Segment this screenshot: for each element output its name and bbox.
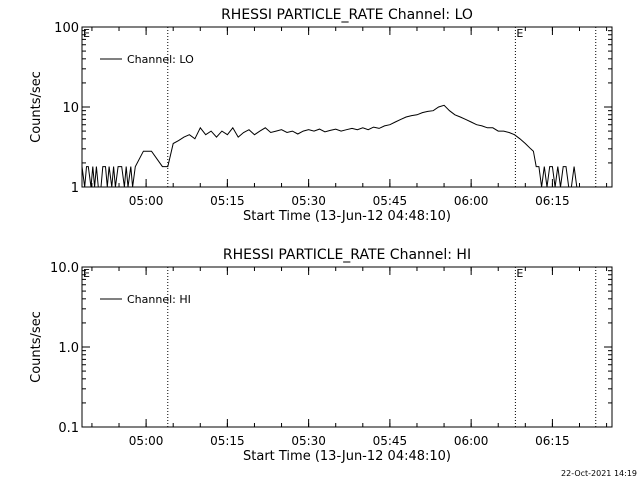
- chart1-y-tick-label: 100: [54, 21, 79, 36]
- chart1-y-tick-label: 10: [62, 101, 79, 116]
- chart2-x-tick-label: 06:00: [454, 434, 489, 448]
- chart1-series-line: [81, 104, 580, 188]
- chart1-x-axis-label: Start Time (13-Jun-12 04:48:10): [243, 209, 451, 224]
- chart2-x-tick-label: 05:30: [291, 434, 326, 448]
- chart1-x-tick-label: 05:00: [129, 194, 164, 208]
- chart2-x-tick-label: 05:00: [129, 434, 164, 448]
- chart1-x-tick-label: 05:30: [291, 194, 326, 208]
- chart2-x-tick-label: 06:15: [535, 434, 570, 448]
- chart1-title: RHESSI PARTICLE_RATE Channel: LO: [221, 7, 473, 23]
- chart2-x-tick-label: 05:15: [210, 434, 245, 448]
- chart1-y-axis-label: Counts/sec: [29, 71, 44, 143]
- chart1-x-tick-label: 05:15: [210, 194, 245, 208]
- chart2-corner-label: E: [83, 267, 90, 280]
- chart2-y-tick-label: 0.1: [58, 421, 79, 436]
- chart1-legend-entry: Channel: LO: [127, 53, 194, 66]
- chart2-y-tick-label: 10.0: [50, 261, 79, 276]
- chart2-legend-entry: Channel: HI: [127, 293, 191, 306]
- chart1-x-tick-label: 06:15: [535, 194, 570, 208]
- chart1-corner-label: E: [83, 27, 90, 40]
- chart2-x-axis-label: Start Time (13-Jun-12 04:48:10): [243, 449, 451, 464]
- chart1-x-tick-label: 06:00: [454, 194, 489, 208]
- chart2-x-tick-label: 05:45: [373, 434, 408, 448]
- chart2-y-axis-label: Counts/sec: [29, 311, 44, 383]
- chart1-x-tick-label: 05:45: [373, 194, 408, 208]
- chart1-y-tick-label: 1: [71, 181, 79, 196]
- chart2-event-marker-label: E: [516, 267, 523, 280]
- chart1-event-marker-label: E: [516, 27, 523, 40]
- footer-date-stamp: 22-Oct-2021 14:19: [561, 469, 637, 478]
- chart2-title: RHESSI PARTICLE_RATE Channel: HI: [223, 247, 471, 263]
- chart2-y-tick-label: 1.0: [58, 341, 79, 356]
